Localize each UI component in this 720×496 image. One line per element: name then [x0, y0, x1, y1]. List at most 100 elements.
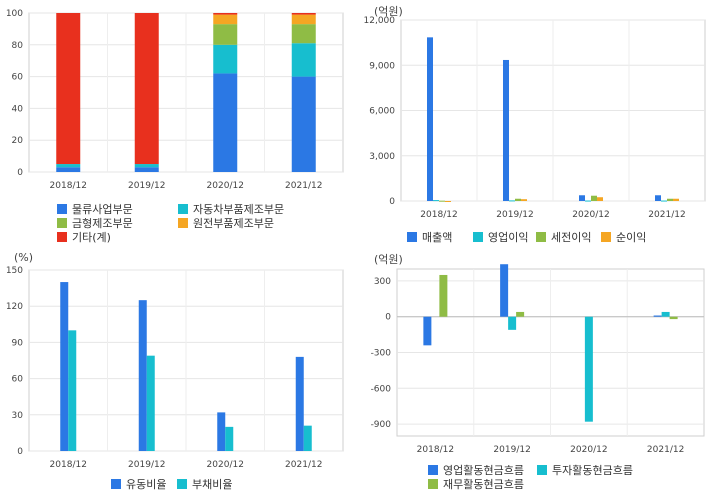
bar-segment	[134, 167, 159, 172]
legend-item-debt-ratio[interactable]: 부채비율	[177, 476, 232, 492]
bar-segment	[213, 44, 238, 74]
legend-item-operating-profit[interactable]: 영업이익	[473, 229, 528, 245]
bar	[673, 198, 679, 201]
bar-segment	[291, 24, 316, 44]
y-tick-label: 6,000	[369, 107, 395, 117]
bar	[653, 315, 662, 317]
bar	[584, 316, 593, 422]
business-mix-legend: 물류사업부문 자동차부품제조부문 금형제조부문 원전부품제조부문 기타(계)	[0, 0, 360, 248]
y-tick-label: 90	[12, 338, 24, 348]
legend-swatch	[57, 204, 67, 214]
legend-item-revenue[interactable]: 매출액	[407, 229, 452, 245]
y-tick-label: 40	[12, 104, 24, 114]
y-tick-label: 300	[374, 277, 391, 287]
y-tick-label: 0	[385, 313, 391, 323]
bar	[591, 195, 597, 201]
y-tick-label: 100	[6, 9, 23, 19]
x-tick-label: 2019/12	[128, 181, 165, 191]
bar-segment	[56, 167, 81, 172]
legend-item-logistics[interactable]: 물류사업부문	[57, 201, 133, 217]
bar	[585, 200, 591, 202]
y-tick-label: 3,000	[369, 152, 395, 162]
x-tick-label: 2020/12	[207, 181, 244, 191]
cash-flow-legend: 영업활동현금흐름 투자활동현금흐름 재무활동현금흐름	[360, 248, 720, 496]
bar	[303, 425, 312, 451]
bar	[439, 200, 445, 202]
legend-item-nuclear-parts[interactable]: 원전부품제조부문	[178, 215, 274, 231]
legend-item-current-ratio[interactable]: 유동비율	[111, 476, 166, 492]
bar	[503, 59, 509, 202]
business-mix-chart: 0 20 40 60 80 100 2018/12 2019/12 2020/12 2021/12	[6, 9, 344, 191]
y-tick-label: 60	[12, 375, 24, 385]
bar-segment	[291, 13, 316, 15]
bar	[433, 200, 439, 202]
legend-label: 부채비율	[192, 478, 233, 491]
legend-swatch	[178, 218, 188, 228]
bar	[515, 198, 521, 201]
legend-swatch	[57, 218, 67, 228]
bar	[68, 330, 77, 451]
legend-label: 물류사업부문	[72, 203, 133, 216]
bar	[423, 316, 432, 346]
legend-swatch	[428, 465, 438, 475]
chart-panel-cash-flow: (억원) -900 -600 -300 0 300 2018/12 2019/12 2020/…	[360, 248, 720, 496]
y-tick-label: 12,000	[364, 16, 396, 26]
bar-segment	[213, 14, 238, 25]
legend-item-mold[interactable]: 금형제조부문	[57, 215, 133, 231]
y-tick-label: 30	[12, 411, 24, 421]
legend-label: 재무활동현금흐름	[443, 478, 524, 491]
unit-label: (%)	[14, 251, 34, 264]
y-tick-label: -300	[371, 349, 392, 359]
ratio-legend: 유동비율 부채비율	[0, 248, 360, 496]
bar-segment	[213, 73, 238, 172]
cash-flow-chart: -900 -600 -300 0 300 2018/12 2019/12 2020/12 202…	[371, 264, 705, 455]
bar-segment	[213, 13, 238, 15]
unit-label: (억원)	[374, 253, 403, 266]
y-tick-label: -600	[371, 384, 392, 394]
bar	[509, 200, 515, 202]
legend-item-financing-cf[interactable]: 재무활동현금흐름	[428, 476, 524, 492]
legend-swatch	[111, 479, 121, 489]
chart-panel-income: (억원) 0 3,000 6,000 9,000 12,000 2018/12 2019/1…	[360, 0, 720, 248]
income-legend: 매출액 영업이익 세전이익 순이익	[360, 0, 720, 248]
y-tick-label: -900	[371, 420, 392, 430]
unit-label: (억원)	[374, 5, 403, 18]
legend-item-investing-cf[interactable]: 투자활동현금흐름	[537, 462, 633, 478]
bar	[146, 355, 155, 451]
bar	[521, 199, 527, 201]
bar	[217, 412, 226, 451]
legend-label: 매출액	[422, 231, 453, 244]
x-tick-label: 2021/12	[648, 210, 685, 220]
chart-panel-business-mix: 0 20 40 60 80 100 2018/12 2019/12 2020/12 2021/12…	[0, 0, 360, 248]
legend-swatch	[473, 232, 483, 242]
income-chart: 0 3,000 6,000 9,000 12,000 2018/12 2019/12 2020…	[364, 16, 706, 220]
legend-item-operating-cf[interactable]: 영업활동현금흐름	[428, 462, 524, 478]
legend-label: 순이익	[616, 231, 647, 244]
legend-swatch	[407, 232, 417, 242]
x-tick-label: 2021/12	[285, 460, 322, 470]
legend-item-auto-parts[interactable]: 자동차부품제조부문	[178, 201, 284, 217]
y-tick-label: 60	[12, 73, 24, 83]
bar-segment	[134, 164, 159, 168]
bar	[655, 195, 661, 201]
bar	[225, 426, 234, 451]
bar-segment	[56, 13, 81, 165]
x-tick-label: 2020/12	[570, 445, 607, 455]
legend-label: 영업이익	[488, 231, 529, 244]
legend-item-other[interactable]: 기타(계)	[57, 229, 111, 245]
legend-label: 자동차부품제조부문	[193, 203, 285, 216]
y-tick-label: 120	[6, 302, 23, 312]
bar	[60, 282, 69, 451]
legend-item-pretax-income[interactable]: 세전이익	[536, 229, 591, 245]
x-tick-label: 2018/12	[420, 210, 457, 220]
legend-swatch	[537, 465, 547, 475]
x-tick-label: 2019/12	[493, 445, 530, 455]
legend-swatch	[536, 232, 546, 242]
y-tick-label: 0	[17, 447, 23, 457]
bar	[295, 356, 304, 451]
legend-swatch	[601, 232, 611, 242]
legend-item-net-income[interactable]: 순이익	[601, 229, 646, 245]
y-tick-label: 20	[12, 136, 24, 146]
bar	[427, 37, 433, 202]
bar	[138, 300, 147, 451]
